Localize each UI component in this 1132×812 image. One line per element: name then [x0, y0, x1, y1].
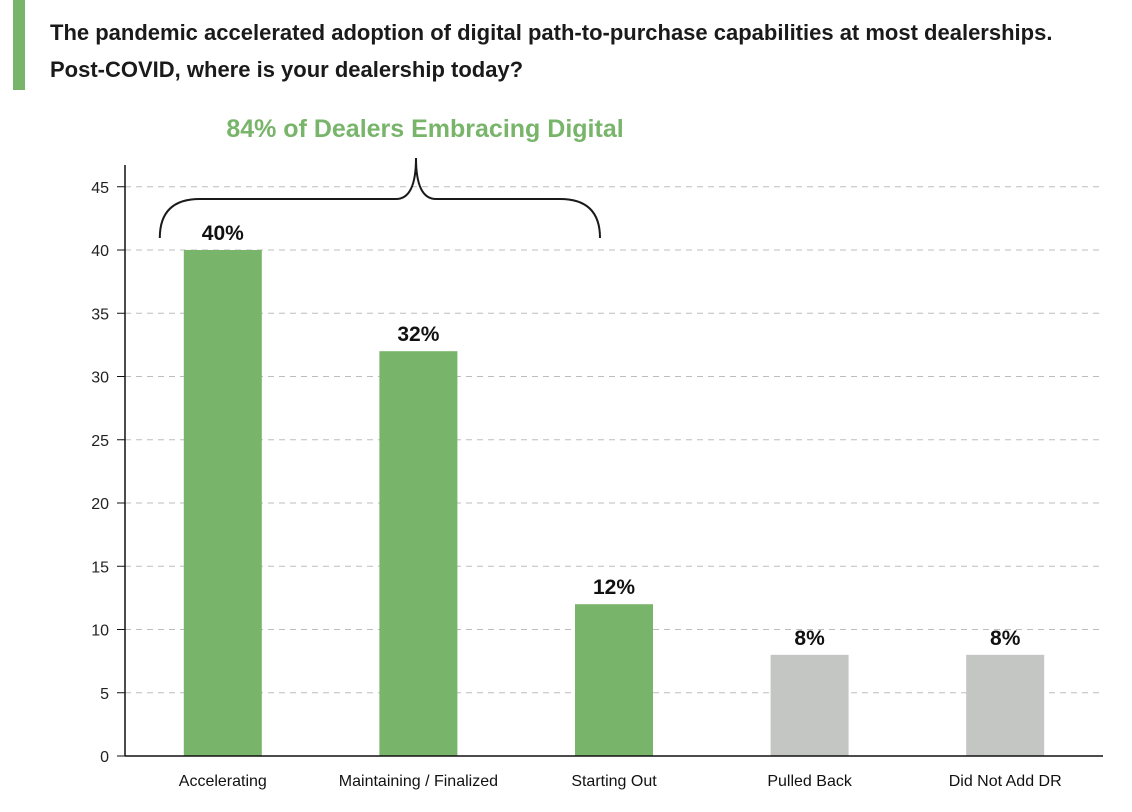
data-label: 8%: [990, 627, 1021, 650]
annotation-brace: [158, 157, 601, 239]
y-tick-label: 20: [91, 496, 109, 513]
y-tick-label: 15: [91, 559, 109, 576]
x-category-label: Did Not Add DR: [949, 773, 1062, 790]
bar: [183, 250, 262, 756]
chart-title-line-2: Post-COVID, where is your dealership tod…: [50, 57, 524, 82]
y-tick-label: 35: [91, 306, 109, 323]
x-category-label: Pulled Back: [767, 773, 852, 790]
data-label: 12%: [593, 576, 635, 599]
y-axis-ticks: 0 5 10 15 20 25 30 35 40 45: [91, 180, 125, 766]
annotation-label: 84% of Dealers Embracing Digital: [226, 115, 623, 143]
data-label: 40%: [202, 222, 244, 245]
x-category-label: Accelerating: [179, 773, 267, 790]
chart-title: The pandemic accelerated adoption of dig…: [50, 14, 1125, 88]
data-label: 8%: [794, 627, 825, 650]
data-labels: 40% 32% 12% 8% 8%: [202, 222, 1021, 650]
chart-title-line-1: The pandemic accelerated adoption of dig…: [50, 20, 1053, 45]
data-label: 32%: [397, 323, 439, 346]
title-accent-bar: [13, 0, 25, 90]
y-tick-label: 5: [100, 686, 109, 703]
bar: [379, 351, 458, 756]
bar: [770, 654, 849, 756]
y-tick-label: 0: [100, 749, 109, 766]
y-tick-label: 45: [91, 180, 109, 197]
x-axis-categories: Accelerating Maintaining / Finalized Start…: [179, 773, 1062, 790]
bar: [575, 604, 653, 756]
y-tick-label: 10: [91, 623, 109, 640]
x-category-label: Starting Out: [571, 773, 657, 790]
y-tick-label: 40: [91, 243, 109, 260]
x-category-label: Maintaining / Finalized: [339, 773, 498, 790]
bars: [183, 250, 1045, 756]
y-tick-label: 25: [91, 433, 109, 450]
y-tick-label: 30: [91, 370, 109, 387]
bar: [966, 654, 1045, 756]
